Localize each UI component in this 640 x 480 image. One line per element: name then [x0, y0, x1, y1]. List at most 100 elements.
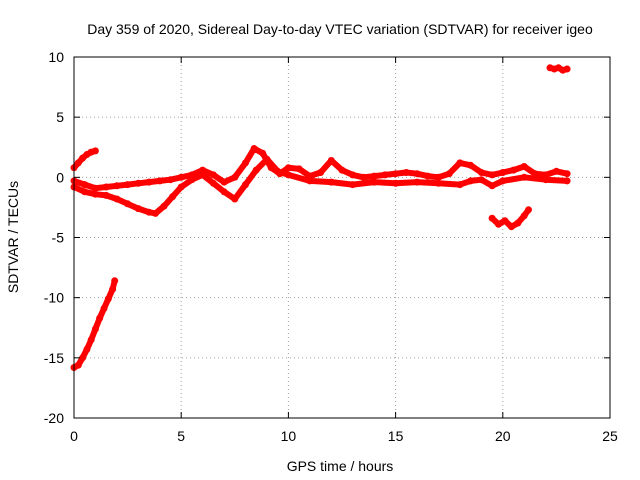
y-axis-title: SDTVAR / TECUs [5, 181, 21, 293]
data-point [263, 155, 271, 163]
data-point [295, 165, 303, 173]
data-point [392, 170, 400, 178]
data-point [102, 183, 110, 191]
data-point [74, 361, 82, 369]
data-point [525, 206, 532, 214]
data-point [152, 209, 159, 217]
data-point [134, 205, 142, 213]
data-point [91, 147, 99, 155]
data-point [259, 149, 267, 157]
data-point [499, 169, 507, 176]
data-point [435, 173, 442, 181]
data-point [134, 179, 142, 187]
data-point [520, 212, 528, 220]
data-point [145, 208, 153, 216]
data-point [381, 171, 389, 179]
data-point [520, 173, 528, 181]
y-tick-label: -5 [52, 230, 65, 246]
data-point [349, 171, 357, 179]
data-point [199, 171, 207, 179]
x-tick-label: 10 [281, 428, 297, 444]
data-point [109, 285, 117, 293]
grid-lines [74, 57, 610, 418]
data-point [252, 166, 260, 174]
data-point [79, 354, 87, 362]
x-tick-label: 5 [177, 428, 185, 444]
data-point [467, 177, 475, 185]
data-point [124, 181, 132, 189]
data-point [124, 200, 132, 208]
data-point [495, 220, 502, 228]
data-point [104, 295, 112, 303]
series-trace-early-rise [70, 147, 99, 172]
data-point [552, 167, 560, 175]
data-point [113, 195, 121, 203]
data-point [488, 182, 496, 190]
data-point [510, 166, 517, 174]
data-point [514, 219, 522, 227]
data-point [113, 182, 121, 190]
data-point [160, 202, 168, 210]
data-point [520, 163, 528, 170]
axis-ticks: 0 5 10 15 20 25 -20 -15 -10 -5 0 5 10 [44, 49, 618, 444]
data-point [284, 171, 292, 179]
series-trace-main-lower [70, 155, 571, 217]
data-point [327, 178, 335, 186]
data-point [467, 161, 475, 169]
data-point [74, 159, 82, 167]
data-point [435, 179, 442, 187]
series-trace-steep-recovery [70, 277, 119, 371]
data-point [402, 169, 410, 176]
data-point [242, 181, 249, 189]
data-point [91, 325, 99, 333]
data-point [456, 159, 464, 167]
data-point [563, 177, 571, 185]
y-tick-label: 5 [56, 109, 64, 125]
data-point [250, 145, 258, 152]
data-point [220, 178, 228, 186]
data-point [456, 181, 464, 189]
data-point [167, 176, 174, 184]
data-point [488, 214, 496, 222]
data-point [338, 166, 346, 174]
data-point [220, 188, 228, 196]
data-point [96, 314, 104, 322]
y-tick-label: -15 [44, 350, 64, 366]
data-point [274, 167, 282, 175]
x-axis-title: GPS time / hours [287, 458, 394, 474]
data-point [327, 157, 335, 164]
x-tick-label: 20 [495, 428, 511, 444]
data-point [91, 184, 99, 192]
data-point [177, 183, 185, 191]
data-point [242, 159, 249, 167]
data-point [563, 170, 571, 178]
data-point [209, 171, 217, 179]
y-tick-label: -10 [44, 290, 64, 306]
data-point [145, 178, 153, 186]
series-trace [71, 277, 118, 371]
data-point [87, 336, 95, 344]
data-point [499, 177, 507, 185]
data-point [424, 172, 432, 180]
data-point [199, 166, 207, 174]
data-point [306, 177, 314, 185]
y-tick-label: 10 [48, 49, 64, 65]
data-point [81, 188, 89, 196]
series-trace-late-high [546, 64, 571, 74]
data-point [177, 173, 185, 181]
data-point [413, 178, 421, 186]
data-point [477, 169, 485, 176]
data-point [317, 169, 325, 176]
data-point [231, 195, 239, 203]
data-point [209, 179, 217, 187]
data-point [100, 305, 108, 312]
data-point [284, 164, 292, 172]
data-point [488, 171, 496, 179]
data-point [81, 181, 89, 189]
data-point [156, 177, 164, 185]
x-tick-label: 25 [602, 428, 618, 444]
data-point [169, 193, 177, 201]
data-point [102, 191, 110, 199]
x-tick-label: 15 [388, 428, 404, 444]
